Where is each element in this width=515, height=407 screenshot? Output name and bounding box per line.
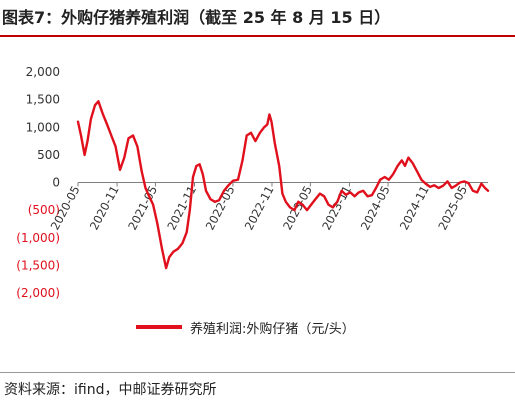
chart-legend: 养殖利润:外购仔猪（元/头） [136, 316, 355, 338]
y-tick-label: 1,500 [26, 93, 60, 107]
y-tick-label: 1,000 [26, 120, 60, 134]
x-tick-label: 2022-11 [242, 183, 277, 232]
x-tick-label: 2020-11 [87, 183, 122, 232]
y-tick-label: (1,000) [16, 231, 60, 245]
x-axis: 2020-05 2020-11 2021-05 2021-11 2022-05 2022-… [48, 182, 488, 232]
legend-label: 养殖利润:外购仔猪（元/头） [190, 321, 355, 337]
title-divider [0, 35, 515, 37]
x-tick-label: 2023-11 [319, 183, 354, 232]
source-note: 资料来源：ifind，中邮证券研究所 [4, 382, 217, 398]
series-layer [76, 100, 490, 270]
y-tick-label: (2,000) [16, 286, 60, 300]
line-chart: 2,000 1,500 1,000 500 0 (500) (1,000) (1,500) (2… [16, 65, 490, 300]
x-tick-label: 2024-11 [397, 183, 432, 232]
y-tick-label: 500 [37, 148, 60, 162]
y-tick-label: (500) [28, 203, 60, 217]
y-axis: 2,000 1,500 1,000 500 0 (500) (1,000) (1,500) (2… [16, 65, 60, 300]
y-tick-label: (1,500) [16, 258, 60, 272]
x-tick-label: 2021-11 [164, 183, 199, 232]
legend-swatch [136, 325, 182, 329]
y-tick-label: 0 [52, 176, 60, 190]
footer-divider [0, 372, 515, 373]
x-tick-label: 2025-05 [435, 183, 470, 232]
y-tick-label: 2,000 [26, 65, 60, 79]
chart-title: 图表7：外购仔猪养殖利润（截至 25 年 8 月 15 日） [2, 8, 391, 27]
x-tick-label: 2022-05 [203, 183, 238, 232]
series-line-0 [76, 100, 490, 270]
